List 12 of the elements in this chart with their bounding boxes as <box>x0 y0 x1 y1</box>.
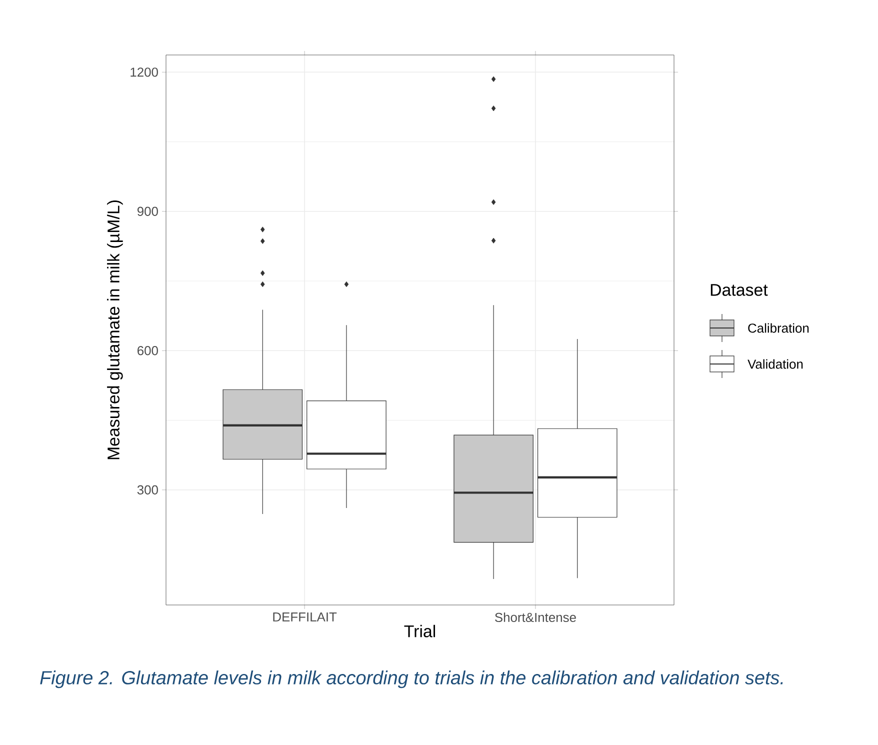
legend-title: Dataset <box>710 284 768 296</box>
y-tick-label: 300 <box>137 485 158 494</box>
x-tick-label: Short&Intense <box>495 612 576 622</box>
x-axis-title: Trial <box>404 624 436 638</box>
legend-label: Validation <box>748 359 803 369</box>
y-tick-label: 900 <box>137 206 158 216</box>
y-axis-title: Measured glutamate in milk (µM/L) <box>107 200 123 460</box>
y-tick-label: 1200 <box>130 68 158 77</box>
legend-label: Calibration <box>748 323 809 333</box>
y-tick-label: 600 <box>138 346 158 356</box>
caption: Figure 2. Glutamate levels in milk according to trials in the calibration and validation sets. <box>40 670 783 688</box>
x-tick-label: DEFFILAIT <box>273 612 337 622</box>
